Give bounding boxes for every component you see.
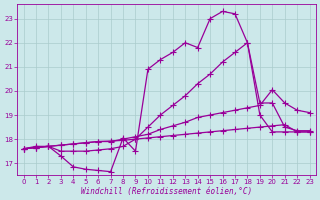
X-axis label: Windchill (Refroidissement éolien,°C): Windchill (Refroidissement éolien,°C) [81, 187, 252, 196]
